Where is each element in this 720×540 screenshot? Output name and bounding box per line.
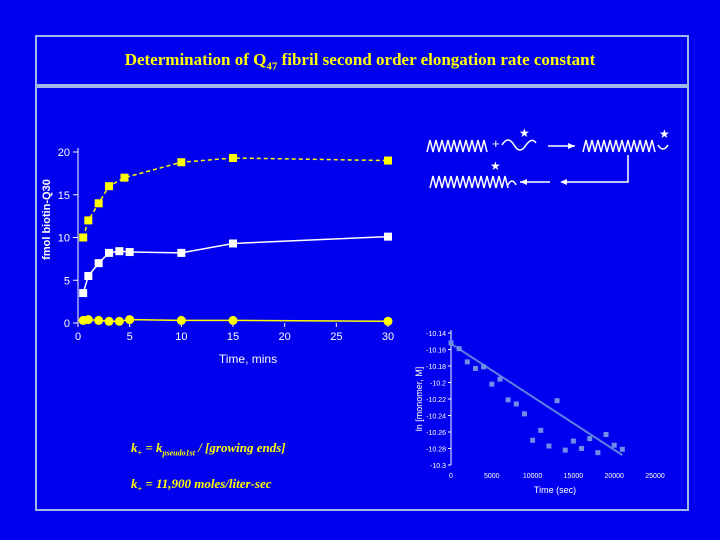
inset-data-point [611,442,617,448]
data-point [384,156,392,165]
y-tick-label: 10 [58,233,70,245]
inset-data-point [456,346,462,352]
data-point [94,199,103,208]
inset-data-point [464,359,470,365]
data-point [105,182,113,191]
y-tick-label: 5 [64,275,70,287]
inset-data-point [481,364,487,370]
series-line [82,157,389,238]
inset-x-tick-label: 10000 [523,473,543,480]
x-tick-label: 5 [127,331,133,343]
inset-y-tick-label: -10.18 [426,364,446,371]
ln-monomer-inset-chart: -10.14 -10.16 -10.18 -10.2 -10.22 -10.24 -10.2… [414,330,665,495]
data-point [228,315,238,325]
fibril-bottom [429,175,509,189]
inset-data-point [448,340,454,346]
inset-data-point [513,401,519,407]
rate-constant-value: k+ = 11,900 moles/liter-sec [131,476,272,494]
inset-data-point [570,438,576,444]
data-point [104,316,114,326]
monomer-coil [501,139,537,151]
data-point [105,248,113,257]
fibril-right-top [582,139,656,153]
data-point [84,271,93,280]
data-point [177,158,186,167]
slide-title: Determination of Q47 fibril second order… [124,50,596,73]
inset-x-tick-label: 20000 [604,473,624,480]
data-point [120,173,129,182]
x-tick-label: 25 [330,331,342,343]
inset-data-point [489,381,495,387]
inset-y-tick-label: -10.16 [426,348,446,355]
inset-data-point [554,398,560,404]
inset-y-tick-label: -10.22 [426,397,446,404]
inset-data-point [595,450,601,456]
plus-sign: + [492,136,500,151]
fibril-elongation-schematic: + ★ ★ ★ [426,126,670,189]
data-point [94,259,103,268]
data-point [384,232,392,241]
x-tick-label: 15 [227,331,239,343]
inset-x-tick-label: 25000 [645,473,665,480]
x-tick-label: 30 [382,331,394,343]
data-point [115,247,124,256]
x-axis-label: Time, mins [219,352,277,366]
fibril-left-top [426,139,488,153]
inset-x-axis-label: Time (sec) [534,485,576,495]
inset-data-point [546,443,552,449]
data-point [79,289,88,298]
data-point [94,315,104,325]
inset-data-point [505,397,511,403]
star-icon: ★ [659,127,670,141]
title-divider [37,84,689,88]
data-point [114,316,124,326]
data-point [125,248,134,257]
inset-data-point [579,446,585,451]
data-point [125,315,135,325]
inset-x-tick-label: 15000 [564,473,584,480]
data-point [83,315,93,325]
inset-data-point [530,437,536,443]
inset-data-point [538,427,544,433]
y-axis-label: fmol biotin-Q30 [41,179,53,260]
inset-x-tick-label: 0 [449,473,453,480]
star-icon: ★ [519,126,530,140]
star-icon: ★ [490,159,501,173]
data-point [84,216,93,225]
inset-y-tick-label: -10.24 [426,414,446,421]
rate-equation: k+ = kpseudo1st / [growing ends] [131,440,286,458]
inset-data-point [619,446,625,452]
y-tick-label: 15 [58,190,70,202]
inset-data-point [562,447,568,453]
x-tick-label: 20 [279,331,291,343]
inset-data-point [587,436,593,442]
fit-line [450,342,623,456]
data-point [229,239,237,248]
y-tick-label: 0 [64,318,70,330]
inset-data-point [497,376,503,382]
inset-x-tick-label: 5000 [484,473,500,480]
inset-y-tick-label: -10.28 [426,447,446,454]
inset-y-tick-label: -10.26 [426,430,446,437]
inset-data-point [521,411,527,417]
x-tick-label: 0 [75,331,81,343]
data-point [79,233,88,242]
inset-data-point [603,431,609,437]
inset-y-tick-label: -10.3 [430,463,446,470]
y-tick-label: 20 [58,147,70,159]
data-point [177,248,186,257]
elongation-chart: 0 5 10 15 20 0 5 10 15 20 25 30 Time, mins fmol bioti… [41,147,394,366]
inset-y-tick-label: -10.14 [426,331,446,338]
return-arrow [565,155,629,183]
slide-frame [35,35,689,511]
data-point [176,315,186,325]
inset-y-axis-label: ln [monomer, M] [414,367,424,432]
data-point [229,153,237,162]
inset-y-tick-label: -10.2 [430,381,446,388]
x-tick-label: 10 [175,331,187,343]
inset-data-point [472,365,478,371]
data-point [383,316,393,326]
